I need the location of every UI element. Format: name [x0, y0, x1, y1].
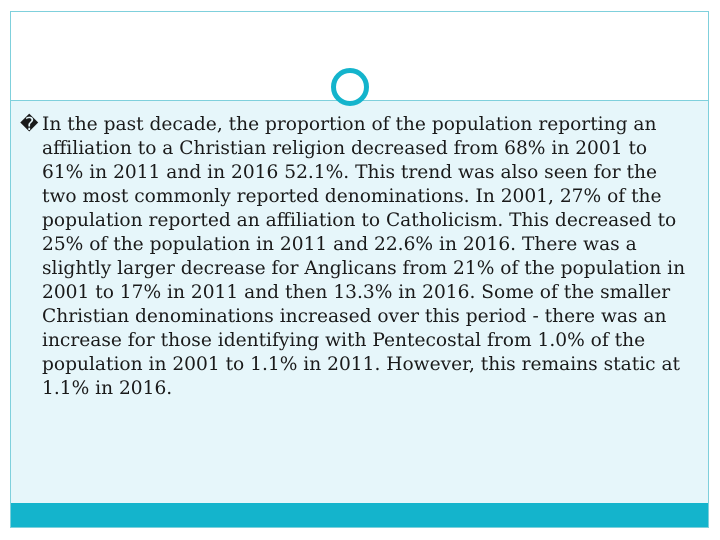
bullet-paragraph: � In the past decade, the proportion of t…	[20, 113, 692, 401]
paragraph-text: In the past decade, the proportion of th…	[42, 114, 686, 399]
bullet-icon: �	[20, 114, 39, 135]
footer-bar	[11, 503, 708, 527]
circle-ornament-icon	[331, 68, 369, 106]
content-area	[11, 101, 708, 503]
